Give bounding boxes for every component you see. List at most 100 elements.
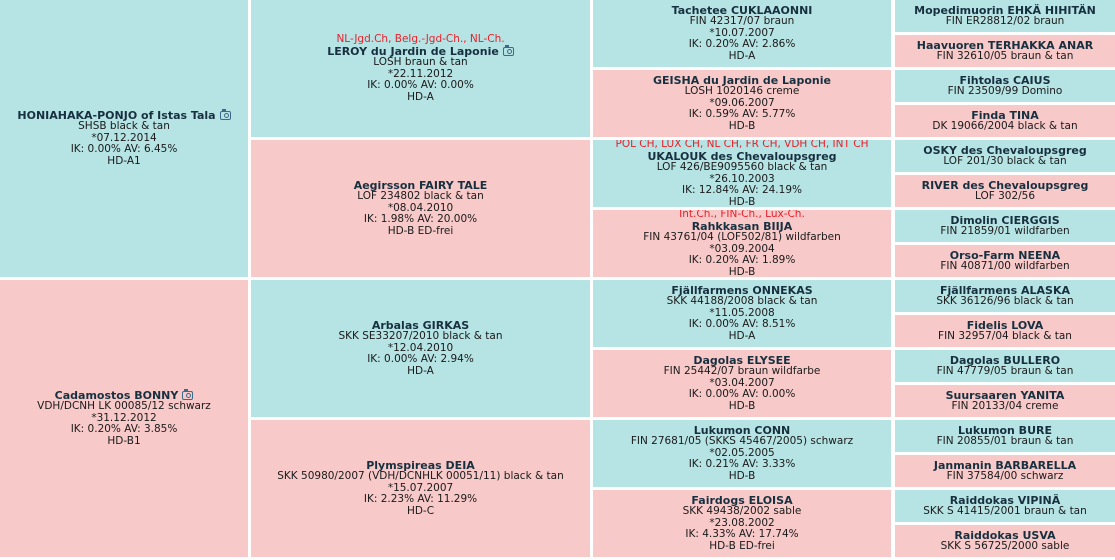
camera-icon[interactable] — [219, 108, 231, 120]
dog-name[interactable]: Fidelis LOVA — [966, 318, 1044, 332]
dog-name[interactable]: GEISHA du Jardin de Laponie — [653, 75, 831, 87]
dog-name[interactable]: Janmanin BARBARELLA — [933, 458, 1077, 472]
pedigree-cell-ssd[interactable]: GEISHA du Jardin de Laponie LOSH 1020146 … — [593, 70, 891, 137]
dog-name[interactable]: Lukumon CONN — [694, 425, 791, 437]
pedigree-cell-g5[interactable]: OSKY des Chevaloupsgreg LOF 201/30 black … — [895, 140, 1115, 172]
dog-name[interactable]: Tachetee CUKLAAONNI — [672, 5, 813, 17]
dog-name[interactable]: Dagolas ELYSEE — [693, 355, 790, 367]
dog-name-text[interactable]: Fidelis LOVA — [966, 318, 1044, 332]
dog-name-text[interactable]: Raiddokas VIPINÄ — [949, 493, 1061, 507]
dog-name-text[interactable]: Finda TINA — [971, 108, 1039, 122]
dog-name[interactable]: Orso-Farm NEENA — [949, 248, 1061, 262]
dog-name-text[interactable]: GEISHA du Jardin de Laponie — [653, 73, 831, 87]
pedigree-cell-g15[interactable]: Raiddokas VIPINÄ SKK S 41415/2001 braun &… — [895, 490, 1115, 522]
camera-icon[interactable] — [502, 44, 514, 56]
pedigree-cell-g2[interactable]: Haavuoren TERHAKKA ANAR FIN 32610/05 brau… — [895, 35, 1115, 67]
pedigree-cell-dds[interactable]: Lukumon CONN FIN 27681/05 (SKKS 45467/200… — [593, 420, 891, 487]
pedigree-cell-dss[interactable]: Fjällfarmens ONNEKAS SKK 44188/2008 black… — [593, 280, 891, 347]
dog-name-text[interactable]: Tachetee CUKLAAONNI — [671, 3, 813, 17]
dog-name-text[interactable]: Mopedimuorin EHKÄ HIHITÄN — [914, 3, 1096, 17]
dog-name-text[interactable]: Fjällfarmens ONNEKAS — [671, 283, 813, 297]
dog-name-text[interactable]: Haavuoren TERHAKKA ANAR — [916, 38, 1094, 52]
dog-name[interactable]: Arbalas GIRKAS — [372, 320, 469, 332]
dog-name[interactable]: Dagolas BULLERO — [949, 353, 1061, 367]
dog-name-text[interactable]: Aegirsson FAIRY TALE — [353, 178, 488, 192]
dog-name[interactable]: Plymspireas DEIA — [366, 460, 475, 472]
dog-name-text[interactable]: Fjällfarmens ALASKA — [939, 283, 1070, 297]
pedigree-cell-g16[interactable]: Raiddokas USVA SKK S 56725/2000 sable — [895, 525, 1115, 557]
dog-name-text[interactable]: Cadamostos BONNY — [54, 388, 179, 402]
dog-name[interactable]: Aegirsson FAIRY TALE — [354, 180, 488, 192]
dog-name-text[interactable]: UKALOUK des Chevaloupsgreg — [647, 149, 837, 163]
pedigree-cell-g12[interactable]: Suursaaren YANITA FIN 20133/04 creme — [895, 385, 1115, 417]
dog-name[interactable]: Lukumon BURE — [958, 423, 1052, 437]
dog-name[interactable]: OSKY des Chevaloupsgreg — [923, 143, 1087, 157]
pedigree-cell-ddd[interactable]: Fairdogs ELOISA SKK 49438/2002 sable *23.0… — [593, 490, 891, 557]
dog-hd: HD-B — [729, 470, 756, 483]
dog-name[interactable]: Rahkkasan BIIJA — [691, 219, 793, 233]
pedigree-cell-sss[interactable]: Tachetee CUKLAAONNI FIN 42317/07 braun *10… — [593, 0, 891, 67]
pedigree-cell-sdd[interactable]: Int.Ch., FIN-Ch., Lux-Ch. Rahkkasan BIIJA… — [593, 210, 891, 277]
dog-hd: HD-B — [729, 266, 756, 277]
pedigree-cell-g13[interactable]: Lukumon BURE FIN 20855/01 braun & tan — [895, 420, 1115, 452]
pedigree-cell-ds[interactable]: Arbalas GIRKAS SKK SE33207/2010 black & t… — [251, 280, 590, 417]
dog-reg: FIN 21859/01 wildfarben — [940, 225, 1069, 238]
dog-name[interactable]: Fjällfarmens ALASKA — [939, 283, 1070, 297]
dog-name[interactable]: RIVER des Chevaloupsgreg — [921, 178, 1089, 192]
dog-name-text[interactable]: Lukumon BURE — [958, 423, 1052, 437]
pedigree-cell-sds[interactable]: POL CH, LUX CH, NL CH, FR CH, VDH CH, IN… — [593, 140, 891, 207]
dog-name-text[interactable]: Fairdogs ELOISA — [691, 493, 793, 507]
dog-name[interactable]: Raiddokas USVA — [954, 528, 1056, 542]
dog-name-text[interactable]: Dagolas ELYSEE — [693, 353, 791, 367]
dog-hd-text: HD-B1 — [107, 434, 141, 447]
pedigree-cell-dd[interactable]: Plymspireas DEIA SKK 50980/2007 (VDH/DCNH… — [251, 420, 590, 557]
pedigree-cell-sd[interactable]: Aegirsson FAIRY TALE LOF 234802 black & t… — [251, 140, 590, 277]
pedigree-cell-ss[interactable]: NL-Jgd.Ch, Belg.-Jgd-Ch., NL-Ch. LEROY du… — [251, 0, 590, 137]
dog-name[interactable]: Mopedimuorin EHKÄ HIHITÄN — [914, 3, 1096, 17]
dog-name-text[interactable]: Janmanin BARBARELLA — [933, 458, 1077, 472]
dog-name-text[interactable]: HONIAHAKA-PONJO of Istas Tala — [17, 108, 216, 122]
dog-name[interactable]: Suursaaren YANITA — [945, 388, 1065, 402]
dog-name[interactable]: Dimolin CIERGGIS — [950, 213, 1060, 227]
dog-name[interactable]: Raiddokas VIPINÄ — [949, 493, 1061, 507]
pedigree-cell-g8[interactable]: Orso-Farm NEENA FIN 40871/00 wildfarben — [895, 245, 1115, 277]
dog-name-text[interactable]: Orso-Farm NEENA — [949, 248, 1061, 262]
dog-name[interactable]: Haavuoren TERHAKKA ANAR — [916, 38, 1094, 52]
dog-name-text[interactable]: Rahkkasan BIIJA — [691, 219, 793, 233]
pedigree-cell-g11[interactable]: Dagolas BULLERO FIN 47779/05 braun & tan — [895, 350, 1115, 382]
pedigree-cell-s[interactable]: HONIAHAKA-PONJO of Istas Tala SHSB black … — [0, 0, 248, 277]
pedigree-cell-g1[interactable]: Mopedimuorin EHKÄ HIHITÄN FIN ER28812/02 … — [895, 0, 1115, 32]
dog-name-text[interactable]: LEROY du Jardin de Laponie — [327, 44, 499, 58]
dog-name[interactable]: Fjällfarmens ONNEKAS — [671, 285, 812, 297]
dog-name[interactable]: Finda TINA — [971, 108, 1039, 122]
pedigree-cell-g9[interactable]: Fjällfarmens ALASKA SKK 36126/96 black & … — [895, 280, 1115, 312]
dog-name-text[interactable]: Plymspireas DEIA — [366, 458, 475, 472]
pedigree-cell-d[interactable]: Cadamostos BONNY VDH/DCNH LK 00085/12 sch… — [0, 280, 248, 557]
dog-name-text[interactable]: Suursaaren YANITA — [945, 388, 1065, 402]
camera-icon[interactable] — [182, 388, 194, 400]
dog-name[interactable]: HONIAHAKA-PONJO of Istas Tala — [17, 108, 231, 122]
dog-name-text[interactable]: Raiddokas USVA — [954, 528, 1056, 542]
dog-born: *03.04.2007 — [709, 377, 774, 390]
pedigree-cell-dsd[interactable]: Dagolas ELYSEE FIN 25442/07 braun wildfar… — [593, 350, 891, 417]
dog-name-text[interactable]: OSKY des Chevaloupsgreg — [923, 143, 1087, 157]
dog-name-text[interactable]: RIVER des Chevaloupsgreg — [921, 178, 1089, 192]
dog-name-text[interactable]: Arbalas GIRKAS — [371, 318, 470, 332]
dog-name-text[interactable]: Fihtolas CAIUS — [959, 73, 1051, 87]
dog-name-text[interactable]: Dagolas BULLERO — [949, 353, 1061, 367]
dog-name-text[interactable]: Dimolin CIERGGIS — [950, 213, 1060, 227]
pedigree-cell-g6[interactable]: RIVER des Chevaloupsgreg LOF 302/56 — [895, 175, 1115, 207]
dog-name[interactable]: Fihtolas CAIUS — [959, 73, 1051, 87]
pedigree-cell-g4[interactable]: Finda TINA DK 19066/2004 black & tan — [895, 105, 1115, 137]
dog-name-text[interactable]: Lukumon CONN — [693, 423, 791, 437]
dog-name[interactable]: Cadamostos BONNY — [54, 388, 194, 402]
dog-name[interactable]: Fairdogs ELOISA — [691, 495, 792, 507]
dog-reg: SKK S 56725/2000 sable — [941, 540, 1070, 553]
pedigree-cell-g7[interactable]: Dimolin CIERGGIS FIN 21859/01 wildfarben — [895, 210, 1115, 242]
pedigree-cell-g3[interactable]: Fihtolas CAIUS FIN 23509/99 Domino — [895, 70, 1115, 102]
dog-name[interactable]: LEROY du Jardin de Laponie — [327, 44, 514, 58]
dog-name[interactable]: UKALOUK des Chevaloupsgreg — [647, 149, 837, 163]
pedigree-cell-g14[interactable]: Janmanin BARBARELLA FIN 37584/00 schwarz — [895, 455, 1115, 487]
dog-reg: FIN 27681/05 (SKKS 45467/2005) schwarz — [631, 436, 853, 448]
pedigree-cell-g10[interactable]: Fidelis LOVA FIN 32957/04 black & tan — [895, 315, 1115, 347]
